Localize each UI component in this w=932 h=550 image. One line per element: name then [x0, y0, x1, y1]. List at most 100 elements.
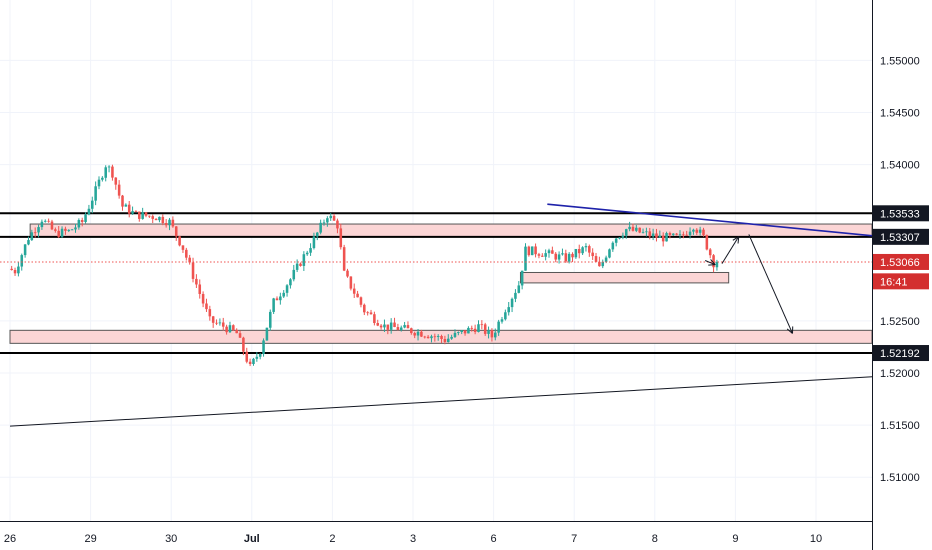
candle-body — [557, 254, 561, 260]
price-tag-background — [873, 273, 929, 290]
candle-body — [168, 219, 171, 226]
candle-body — [591, 252, 594, 257]
candle-body — [651, 233, 655, 237]
candle-body — [561, 253, 564, 255]
candle-body — [332, 215, 336, 221]
candle-body — [242, 337, 245, 352]
candle-body — [228, 325, 232, 333]
candle-body — [403, 325, 406, 328]
candle-body — [148, 215, 151, 217]
candle-body — [624, 229, 628, 236]
time-tick-label: 29 — [84, 533, 96, 545]
price-tick-label: 1.52500 — [880, 316, 920, 328]
candle-body — [17, 266, 20, 274]
price-tag-background — [873, 228, 929, 245]
candle-body — [692, 229, 695, 232]
candle-body — [64, 228, 67, 231]
candle-body — [554, 253, 558, 260]
candle-body — [450, 336, 453, 339]
projection-arrow — [748, 234, 793, 334]
candle-body — [91, 200, 94, 209]
candle-body — [457, 331, 460, 333]
candle-body — [275, 298, 279, 301]
candle-body — [174, 226, 178, 237]
candle-body — [336, 220, 339, 229]
candle-body — [104, 167, 107, 178]
candle-body — [588, 246, 591, 253]
candle-body — [319, 222, 322, 233]
price-axis[interactable]: 1.55000 1.54500 1.54000 1.52500 1.52000 1.515… — [872, 0, 932, 550]
projection-arrows-layer — [704, 234, 794, 334]
candle-body — [702, 229, 705, 236]
price-tag-background — [873, 205, 929, 222]
candle-body — [420, 331, 423, 337]
candle-body — [601, 261, 605, 267]
candle-body — [688, 231, 692, 236]
candle-body — [413, 333, 416, 336]
price-tags: 1.53533 1.53307 1.53066 16:41 1.52192 — [873, 205, 929, 362]
time-tick-label: 3 — [410, 533, 416, 545]
time-tick-label: 9 — [732, 533, 738, 545]
candle-body — [329, 215, 332, 219]
candle-body — [141, 212, 144, 219]
candle-body — [50, 221, 54, 230]
candle-body — [547, 250, 551, 254]
candle-body — [111, 166, 114, 178]
time-tick-label: 26 — [4, 533, 16, 545]
price-tick-label: 1.54000 — [880, 160, 920, 172]
candle-body — [658, 235, 662, 238]
candle-body — [312, 236, 316, 249]
candle-body — [47, 220, 50, 222]
candle-body — [363, 304, 366, 313]
candle-body — [567, 253, 571, 262]
price-tag-label: 1.52192 — [880, 348, 920, 360]
candle-body — [316, 232, 319, 237]
candle-body — [131, 211, 134, 214]
candle-body — [151, 216, 155, 219]
candle-body — [598, 261, 601, 267]
candle-body — [393, 322, 396, 328]
candle-body — [289, 279, 292, 286]
time-tick-label: 30 — [165, 533, 177, 545]
candle-body — [645, 231, 648, 233]
candle-body — [618, 237, 621, 239]
candle-body — [235, 329, 238, 334]
candle-body — [473, 328, 477, 332]
candle-body — [594, 256, 598, 262]
candle-body — [285, 285, 289, 293]
time-tick-label: 6 — [491, 533, 497, 545]
candle-body — [215, 322, 218, 324]
candle-body — [40, 221, 44, 228]
candle-body — [181, 245, 185, 250]
candle-body — [416, 331, 420, 336]
price-tick-labels: 1.55000 1.54500 1.54000 1.52500 1.52000 1.515… — [880, 55, 920, 484]
candle-body — [675, 233, 678, 235]
candle-body — [302, 254, 306, 266]
candle-body — [195, 278, 198, 285]
candle-body — [134, 211, 138, 212]
time-tick-label: 8 — [652, 533, 658, 545]
candle-body — [299, 263, 302, 266]
candle-body — [446, 338, 450, 342]
candle-body — [423, 336, 427, 338]
candle-body — [87, 208, 91, 215]
time-tick-label: 2 — [329, 533, 335, 545]
candle-body — [638, 227, 641, 233]
candle-body — [383, 324, 386, 328]
candle-body — [571, 253, 574, 258]
candle-body — [433, 336, 437, 338]
candle-body — [74, 227, 77, 230]
candle-body — [356, 293, 359, 298]
candle-body — [225, 326, 228, 333]
candle-body — [94, 186, 97, 201]
candle-body — [483, 324, 487, 334]
candle-body — [84, 214, 87, 222]
candle-body — [107, 166, 111, 168]
candle-body — [27, 240, 30, 245]
candle-body — [67, 229, 71, 231]
candle-body — [30, 232, 34, 241]
time-axis[interactable]: 26 29 30 Jul 2 3 6 7 8 9 10 — [0, 521, 872, 550]
candle-body — [406, 325, 410, 329]
candle-body — [460, 330, 463, 332]
